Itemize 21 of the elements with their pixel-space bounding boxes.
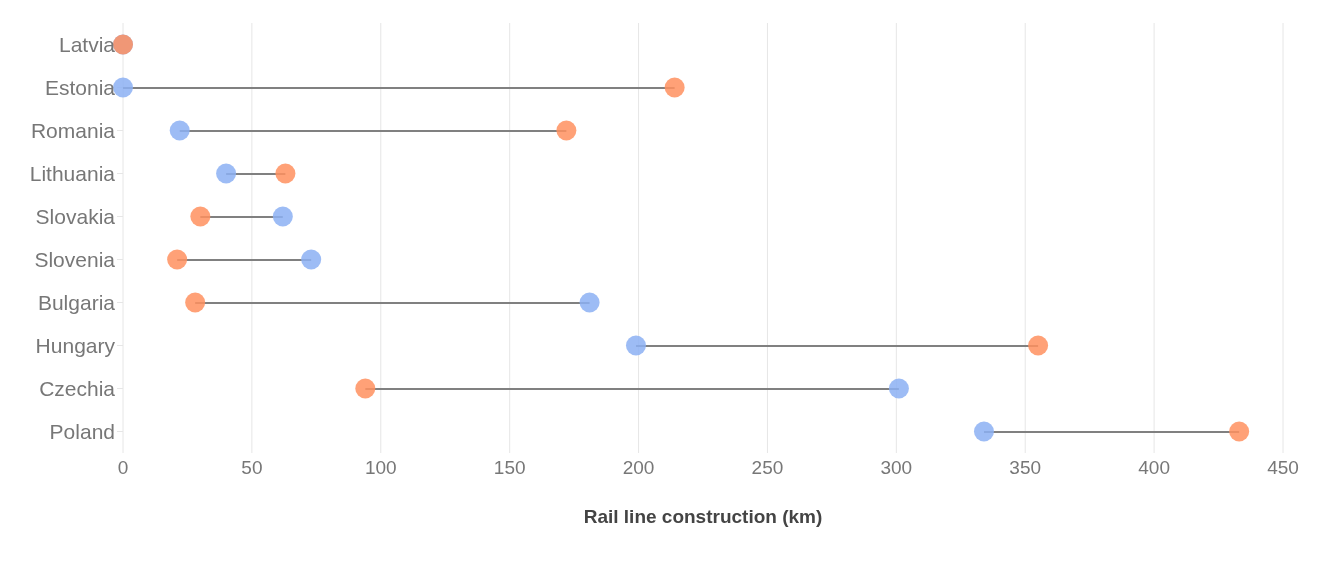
- y-tick-label: Bulgaria: [37, 290, 116, 314]
- x-tick-label: 250: [751, 457, 784, 479]
- x-tick-label: 300: [880, 457, 913, 479]
- x-tick-label: 200: [622, 457, 655, 479]
- x-axis-title: Rail line construction (km): [583, 506, 823, 527]
- x-tick-label: 150: [493, 457, 526, 479]
- x-tick-label: 0: [117, 457, 129, 479]
- y-tick-label: Poland: [49, 419, 115, 443]
- x-tick-label: 450: [1267, 457, 1299, 479]
- y-tick-label: Estonia: [44, 75, 116, 99]
- y-tick-label: Hungary: [35, 333, 116, 357]
- x-tick-label: 100: [364, 457, 397, 479]
- y-tick-label: Romania: [30, 118, 116, 142]
- y-tick-label: Slovenia: [34, 247, 116, 271]
- y-tick-label: Czechia: [39, 376, 116, 400]
- x-tick-label: 350: [1009, 457, 1042, 479]
- y-tick-label: Lithuania: [29, 161, 116, 185]
- x-tick-label: 50: [241, 457, 263, 479]
- y-tick-label: Slovakia: [35, 204, 116, 228]
- x-tick-label: 400: [1138, 457, 1170, 479]
- y-tick-label: Latvia: [58, 32, 116, 56]
